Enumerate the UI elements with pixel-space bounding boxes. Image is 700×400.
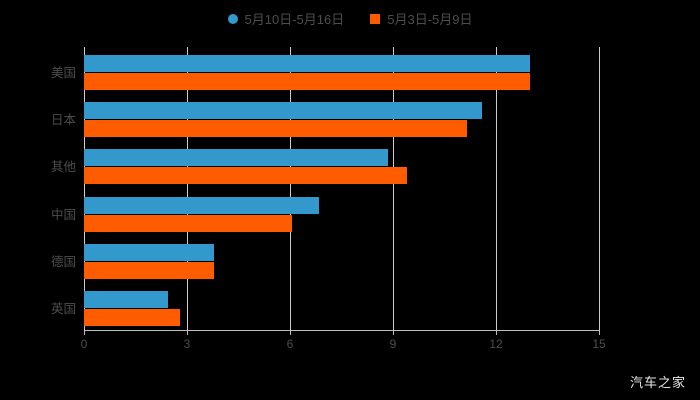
bar[interactable] xyxy=(84,214,292,232)
y-axis-label-5: 英国 xyxy=(50,301,76,316)
gridline xyxy=(187,47,188,330)
x-axis-tick-mark xyxy=(496,330,497,335)
bar[interactable] xyxy=(84,55,531,72)
chart-legend: 5月10日-5月16日 5月3日-5月9日 xyxy=(0,8,700,30)
x-axis-tick-label: 6 xyxy=(286,337,294,351)
bar[interactable] xyxy=(84,73,531,90)
x-axis-tick-mark xyxy=(187,330,188,335)
gridline xyxy=(496,47,497,330)
y-axis-label-1: 日本 xyxy=(50,113,76,128)
x-axis-tick-mark xyxy=(290,330,291,335)
gridline xyxy=(290,47,291,330)
y-axis-label-0: 美国 xyxy=(50,66,76,80)
bar[interactable] xyxy=(84,261,215,279)
legend-label-series-1: 5月10日-5月16日 xyxy=(244,11,345,27)
plot-area xyxy=(84,47,600,330)
legend-item-series-1[interactable]: 5月10日-5月16日 xyxy=(227,11,345,27)
bar[interactable] xyxy=(84,196,320,214)
bar[interactable] xyxy=(84,167,407,185)
gridline xyxy=(599,47,600,330)
bar[interactable] xyxy=(84,290,169,308)
legend-marker-square-icon xyxy=(370,14,381,24)
x-axis-tick-label: 12 xyxy=(489,337,503,351)
bar[interactable] xyxy=(84,102,483,120)
x-axis-tick-mark xyxy=(84,330,85,335)
x-axis-tick-label: 3 xyxy=(183,337,191,351)
bar[interactable] xyxy=(84,149,388,167)
legend-item-series-2[interactable]: 5月3日-5月9日 xyxy=(370,13,472,26)
x-axis-tick-mark xyxy=(599,330,600,335)
bar[interactable] xyxy=(84,243,215,261)
y-axis-labels: 美国日本其他中国德国英国 xyxy=(0,0,76,400)
y-axis-label-4: 德国 xyxy=(50,254,76,269)
x-axis-tick-label: 9 xyxy=(389,337,397,351)
y-axis-label-3: 中国 xyxy=(50,207,76,222)
legend-marker-dot-icon xyxy=(227,14,238,24)
x-axis-line xyxy=(84,330,600,331)
x-axis-tick-label: 15 xyxy=(592,337,606,351)
legend-label-series-2: 5月3日-5月9日 xyxy=(387,11,473,27)
bar[interactable] xyxy=(84,120,467,138)
gridline xyxy=(393,47,394,330)
x-axis-tick-label: 0 xyxy=(80,337,88,351)
y-axis-label-2: 其他 xyxy=(50,160,76,175)
x-axis-tick-mark xyxy=(393,330,394,335)
bar[interactable] xyxy=(84,308,181,326)
gridline xyxy=(84,47,85,330)
watermark: 汽车之家 xyxy=(629,375,686,390)
